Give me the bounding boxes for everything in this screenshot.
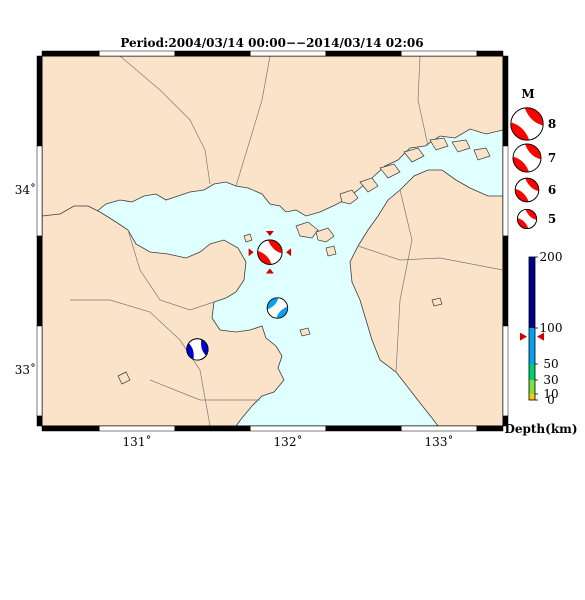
frame-tick: [250, 50, 326, 57]
depth-scale-frame: [528, 256, 536, 401]
prefecture-boundaries: [70, 56, 503, 426]
frame-tick: [502, 235, 509, 327]
depth-scale-tick-label-50: 50: [543, 357, 558, 371]
depth-scale-segment: [529, 380, 535, 394]
frame-tick: [41, 425, 100, 432]
frame-tick: [325, 50, 402, 57]
island: [339, 189, 359, 205]
frame-tick: [476, 425, 504, 432]
selected-event-marker: [248, 230, 292, 274]
frame-tick: [401, 425, 477, 432]
event-event-3[interactable]: [183, 335, 212, 365]
island: [359, 177, 379, 193]
magnitude-legend-ball-7[interactable]: [512, 143, 542, 173]
depth-scale-segment: [529, 364, 535, 380]
frame-tick: [476, 50, 504, 57]
island: [473, 147, 491, 161]
frame-tick: [36, 325, 43, 417]
depth-scale-tick-label-30: 30: [543, 373, 558, 387]
island: [451, 139, 471, 153]
depth-scale-tick-label-200: 200: [540, 250, 563, 264]
frame-tick: [502, 55, 509, 147]
frame-tick: [36, 145, 43, 237]
frame-tick: [502, 145, 509, 237]
lon-tick-label-133: 133˚: [425, 434, 454, 449]
depth-scale-label: Depth(km): [504, 422, 577, 436]
island: [299, 327, 311, 337]
frame-tick: [174, 50, 251, 57]
magnitude-legend: M 8 7 6 5: [510, 87, 556, 229]
magnitude-legend-label-5: 5: [548, 212, 556, 226]
island: [431, 297, 443, 307]
island: [117, 371, 131, 385]
magnitude-legend-ball-8[interactable]: [510, 107, 544, 141]
island: [295, 221, 319, 239]
island: [243, 233, 253, 243]
magnitude-legend-ball-5[interactable]: [517, 208, 538, 229]
island: [325, 245, 337, 257]
depth-marker: [520, 332, 544, 341]
event-event-2[interactable]: [266, 297, 289, 319]
land-layer: [42, 56, 503, 426]
depth-scale-tick-label-10: 10: [543, 387, 558, 401]
frame-tick: [41, 50, 100, 57]
frame-tick: [401, 50, 477, 57]
frame-tick: [36, 235, 43, 327]
map-frame: [36, 50, 509, 432]
frame-tick: [250, 425, 326, 432]
island: [315, 227, 335, 243]
frame-tick: [325, 425, 402, 432]
depth-scale-tick-label-0: 0: [547, 393, 555, 407]
island: [379, 163, 401, 179]
frame-tick: [502, 415, 509, 427]
magnitude-legend-title: M: [521, 87, 534, 101]
lon-tick-label-132: 132˚: [274, 434, 303, 449]
lat-tick-label-33: 33˚: [15, 362, 36, 377]
honshu-land: [42, 56, 503, 223]
event-main-shock[interactable]: [257, 239, 283, 265]
frame-tick: [36, 55, 43, 147]
frame-tick: [36, 415, 43, 427]
events-layer: [183, 230, 292, 365]
magnitude-legend-label-7: 7: [548, 151, 556, 165]
magnitude-legend-ball-6[interactable]: [514, 177, 540, 203]
depth-scale-segment: [529, 257, 535, 328]
lat-tick-label-34: 34˚: [15, 182, 36, 197]
depth-scale-segment: [529, 394, 535, 400]
frame-tick: [99, 425, 175, 432]
frame-tick: [174, 425, 251, 432]
depth-scale-tick-label-100: 100: [540, 321, 563, 335]
magnitude-legend-label-8: 8: [548, 117, 556, 131]
map-area[interactable]: [42, 56, 503, 426]
map-title: Period:2004/03/14 00:00−−2014/03/14 02:0…: [120, 36, 423, 50]
shikoku-land: [349, 169, 503, 426]
magnitude-legend-label-6: 6: [548, 183, 556, 197]
island: [429, 137, 449, 151]
frame-tick: [502, 325, 509, 417]
depth-scale-segment: [529, 328, 535, 364]
frame-tick: [99, 50, 175, 57]
lon-tick-label-131: 131˚: [123, 434, 152, 449]
island: [403, 147, 425, 163]
